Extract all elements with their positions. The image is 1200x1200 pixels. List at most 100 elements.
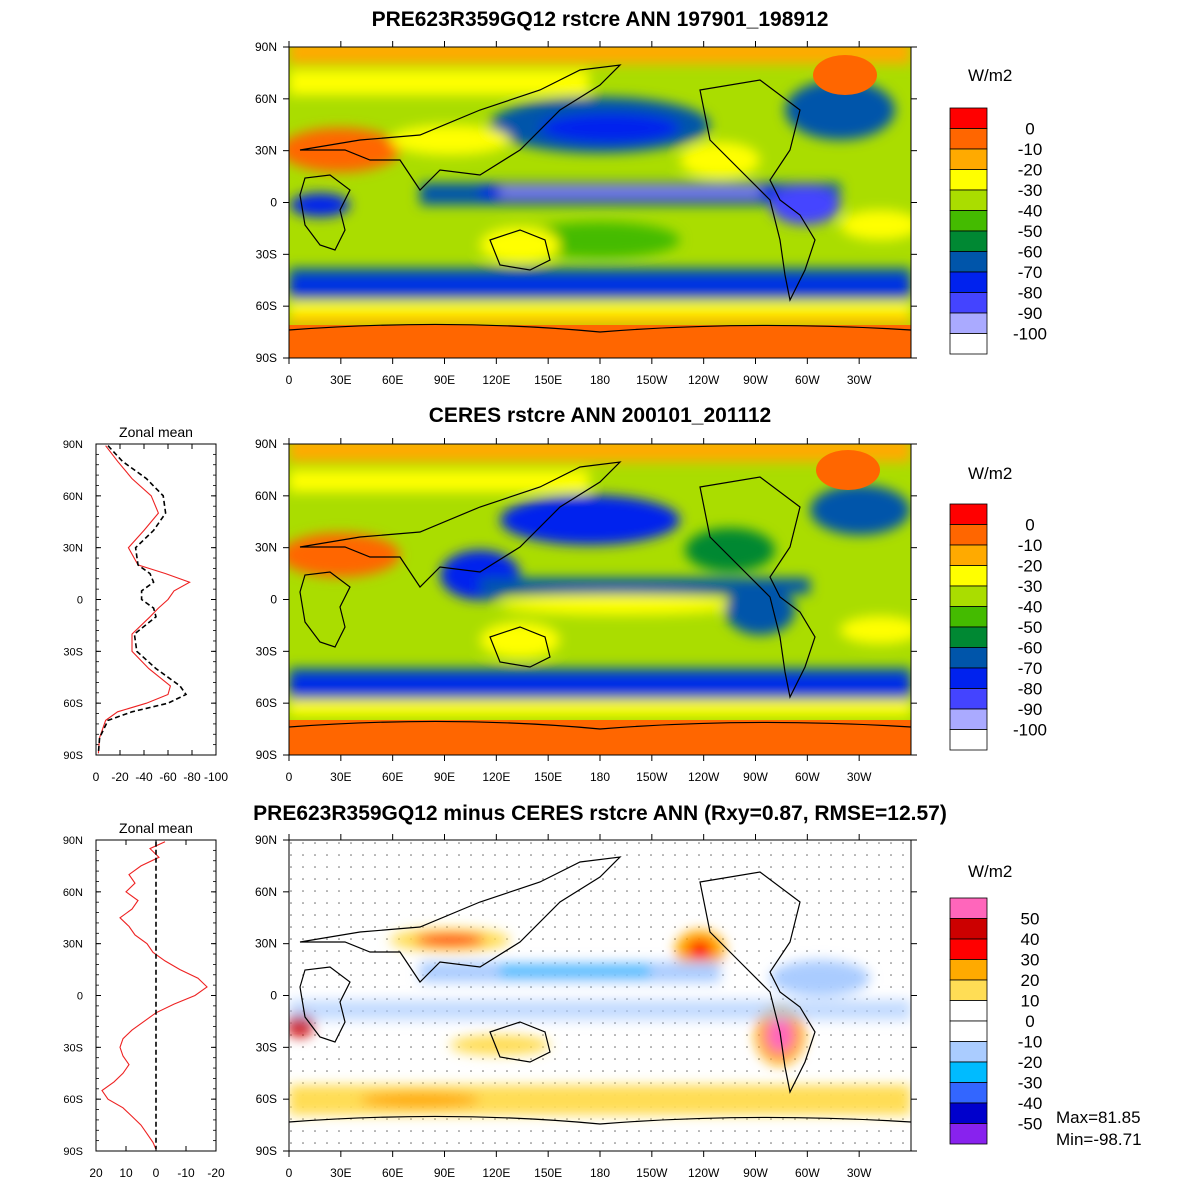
zonal-title: Zonal mean [119, 424, 193, 440]
colorbar-label: -90 [1018, 700, 1043, 719]
lon-label: 90E [434, 373, 455, 387]
colorbar-label: -50 [1018, 222, 1043, 241]
lat-label: 60S [256, 696, 277, 710]
lon-label: 150E [534, 1166, 562, 1180]
zonal-lat-label: 0 [77, 991, 83, 1003]
colorbar-swatch [949, 938, 988, 960]
colorbar-label: 50 [1021, 910, 1040, 929]
colorbar-label: 0 [1025, 1012, 1034, 1031]
colorbar-swatch [949, 292, 988, 314]
lon-label: 120W [688, 373, 720, 387]
lon-label: 90E [434, 770, 455, 784]
zonal-series-dashed [97, 445, 188, 754]
lat-label: 90N [255, 437, 277, 451]
lon-label: 120W [688, 770, 720, 784]
colorbar-label: -70 [1018, 659, 1043, 678]
zonal-x-label: 0 [153, 1166, 160, 1180]
colorbar-swatch [949, 544, 988, 566]
colorbar-label: -40 [1018, 598, 1043, 617]
lat-label: 0 [270, 989, 277, 1003]
colorbar-swatch [949, 128, 988, 150]
lon-label: 90E [434, 1166, 455, 1180]
colorbar-swatch [949, 688, 988, 710]
lon-label: 30E [330, 373, 351, 387]
colorbar-swatch [949, 1041, 988, 1063]
lat-label: 90N [255, 833, 277, 847]
colorbar-label: -40 [1018, 1094, 1043, 1113]
colorbar-swatch [949, 271, 988, 293]
colorbar-label: -100 [1013, 325, 1047, 344]
zonal-lat-label: 60S [63, 1094, 83, 1106]
colorbar-swatch [949, 626, 988, 648]
colorbar-label: -100 [1013, 721, 1047, 740]
lon-label: 60E [382, 770, 403, 784]
colorbar-label: -90 [1018, 304, 1043, 323]
colorbar-swatch [949, 107, 988, 129]
panel1-title: PRE623R359GQ12 rstcre ANN 197901_198912 [371, 8, 829, 31]
zonal-series-red [101, 841, 208, 1150]
zonal-lat-label: 30S [63, 1042, 83, 1054]
zonal-x-label: -60 [159, 770, 177, 784]
colorbar-label: -10 [1018, 536, 1043, 555]
lat-label: 30N [255, 144, 277, 158]
zonal-x-label: 20 [89, 1166, 103, 1180]
zonal-x-label: -10 [177, 1166, 195, 1180]
colorbar-swatch [949, 1020, 988, 1042]
panel3-title: PRE623R359GQ12 minus CERES rstcre ANN (R… [253, 802, 947, 825]
colorbar-swatch [949, 503, 988, 525]
colorbar-swatch [949, 897, 988, 919]
panel1-map [289, 47, 911, 358]
lon-label: 150W [636, 1166, 668, 1180]
colorbar-swatch [949, 647, 988, 669]
colorbar-label: 0 [1025, 516, 1034, 535]
colorbar-swatch [949, 979, 988, 1001]
lat-label: 90S [256, 351, 277, 365]
zonal-mean-plot-2: Zonal mean 90N 60N 30N 0 30S 60S 90S 20 10 0 -10 -20 [63, 820, 225, 1180]
lat-label: 90N [255, 40, 277, 54]
colorbar-label: -30 [1018, 577, 1043, 596]
zonal-lat-label: 60S [63, 698, 83, 710]
panel1-colorbar: 0-10 -20-30 -40-50 -60-70 -80-90 -100 [949, 107, 1047, 355]
colorbar-swatch [949, 1123, 988, 1145]
lat-label: 30N [255, 541, 277, 555]
colorbar-swatch [949, 606, 988, 628]
lon-label: 60W [795, 770, 820, 784]
colorbar-label: -20 [1018, 161, 1043, 180]
zonal-lat-label: 30S [63, 646, 83, 658]
lon-label: 120W [688, 1166, 720, 1180]
lat-label: 0 [270, 196, 277, 210]
colorbar-swatch [949, 667, 988, 689]
lon-label: 150E [534, 373, 562, 387]
zonal-lat-label: 30N [63, 543, 83, 555]
panel2-map [289, 444, 911, 755]
zonal-lat-label: 90S [63, 750, 83, 762]
colorbar-label: -80 [1018, 680, 1043, 699]
panel1-unit: W/m2 [968, 66, 1013, 85]
zonal-x-label: 0 [93, 770, 100, 784]
lon-label: 120E [482, 770, 510, 784]
max-stat: Max=81.85 [1056, 1108, 1141, 1127]
lon-label: 150E [534, 770, 562, 784]
zonal-x-label: 10 [119, 1166, 133, 1180]
lon-label: 180 [590, 373, 610, 387]
min-stat: Min=-98.71 [1056, 1130, 1142, 1149]
lon-label: 150W [636, 373, 668, 387]
lon-label: 120E [482, 1166, 510, 1180]
lat-label: 30S [256, 644, 277, 658]
lon-label: 90W [743, 1166, 768, 1180]
zonal-lat-label: 90N [63, 835, 83, 847]
colorbar-swatch [949, 708, 988, 730]
colorbar-label: 10 [1021, 992, 1040, 1011]
lon-label: 150W [636, 770, 668, 784]
lon-label: 60W [795, 1166, 820, 1180]
colorbar-swatch [949, 251, 988, 273]
lat-label: 30S [256, 1040, 277, 1054]
zonal-series-red [97, 445, 191, 754]
zonal-lat-label: 60N [63, 887, 83, 899]
colorbar-swatch [949, 1000, 988, 1022]
colorbar-swatch [949, 1102, 988, 1124]
colorbar-swatch [949, 169, 988, 191]
lon-label: 180 [590, 1166, 610, 1180]
